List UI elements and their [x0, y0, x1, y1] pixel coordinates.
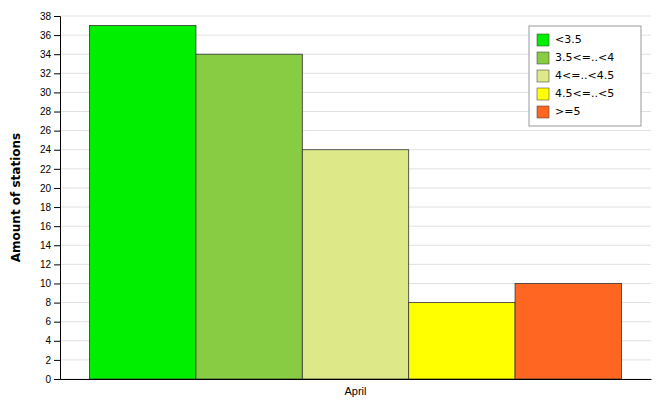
- tick-label: 36: [40, 30, 52, 41]
- legend-label: 3.5<=..<4: [555, 51, 614, 64]
- tick-mark: [54, 379, 60, 380]
- bar-series: [515, 283, 621, 379]
- bar-series: [90, 26, 196, 379]
- tick-label: 0: [45, 374, 51, 385]
- tick-mark: [54, 54, 60, 55]
- legend-item: <3.5: [537, 33, 582, 46]
- tick-mark: [54, 35, 60, 36]
- plot: 02468101214161820222426283032343638April…: [40, 11, 652, 398]
- tick-mark: [54, 169, 60, 170]
- legend-swatch: [537, 34, 549, 46]
- axis-line: [61, 379, 652, 380]
- legend-swatch: [537, 52, 549, 64]
- tick: April: [344, 379, 366, 397]
- bars: [90, 26, 622, 379]
- legend-label: 4<=..<4.5: [555, 69, 614, 82]
- tick: 38: [40, 11, 60, 22]
- tick-label: 18: [40, 202, 52, 213]
- tick: 10: [40, 278, 60, 289]
- tick-mark: [54, 150, 60, 151]
- bar: [515, 283, 621, 379]
- tick-mark: [54, 131, 60, 132]
- tick-label: 22: [40, 164, 52, 175]
- legend-swatch: [537, 106, 549, 118]
- tick-label: 32: [40, 68, 52, 79]
- tick-mark: [54, 322, 60, 323]
- tick-mark: [54, 283, 60, 284]
- tick-mark: [54, 188, 60, 189]
- bar-series: [409, 303, 515, 379]
- legend-label: 4.5<=..<5: [555, 87, 614, 100]
- legend-label: >=5: [555, 105, 580, 118]
- legend-item: >=5: [537, 105, 580, 118]
- tick-label: 26: [40, 125, 52, 136]
- grid-line: [60, 16, 651, 17]
- bar: [196, 54, 302, 379]
- bar: [90, 26, 196, 379]
- legend-label: <3.5: [555, 33, 582, 46]
- tick: 34: [40, 49, 60, 60]
- legend: <3.5 3.5<=..<4 4<=..<4.5 4.5<=..<5 >=5: [529, 26, 641, 126]
- tick: 32: [40, 68, 60, 79]
- bar: [302, 150, 408, 379]
- tick-mark: [54, 73, 60, 74]
- tick-label: 12: [40, 259, 52, 270]
- tick-label: 16: [40, 221, 52, 232]
- y-axis: 02468101214161820222426283032343638: [40, 11, 61, 385]
- tick-label: 20: [40, 183, 52, 194]
- tick: 18: [40, 202, 60, 213]
- tick: 16: [40, 221, 60, 232]
- legend-frame: [529, 26, 641, 126]
- tick-label: 38: [40, 11, 52, 22]
- legend-swatch: [537, 70, 549, 82]
- tick-mark: [54, 245, 60, 246]
- tick-label: 4: [45, 335, 51, 346]
- legend-item: 4.5<=..<5: [537, 87, 614, 100]
- tick-mark: [54, 226, 60, 227]
- tick: 4: [45, 335, 60, 346]
- tick: 2: [45, 355, 60, 366]
- tick-mark: [54, 360, 60, 361]
- tick-label: 30: [40, 87, 52, 98]
- tick-label: April: [344, 385, 366, 397]
- bar-series: [302, 150, 408, 379]
- tick: 20: [40, 183, 60, 194]
- bar-series: [196, 54, 302, 379]
- tick-mark: [54, 112, 60, 113]
- bar: [409, 303, 515, 379]
- tick-mark: [54, 207, 60, 208]
- tick: 14: [40, 240, 60, 251]
- tick: 36: [40, 30, 60, 41]
- tick-mark: [54, 341, 60, 342]
- axis-line: [54, 17, 61, 380]
- legend-swatch: [537, 88, 549, 100]
- tick: 12: [40, 259, 60, 270]
- chart: 02468101214161820222426283032343638April…: [0, 0, 667, 415]
- tick-label: 14: [40, 240, 52, 251]
- tick-label: 24: [40, 144, 52, 155]
- tick-label: 2: [45, 355, 51, 366]
- tick-mark: [54, 92, 60, 93]
- grid: [60, 16, 651, 379]
- tick: 28: [40, 106, 60, 117]
- tick: 24: [40, 144, 60, 155]
- tick: 30: [40, 87, 60, 98]
- tick-label: 28: [40, 106, 52, 117]
- tick-label: 6: [45, 316, 51, 327]
- tick: 6: [45, 316, 60, 327]
- tick-label: 10: [40, 278, 52, 289]
- tick-mark: [54, 16, 60, 17]
- tick: 0: [45, 374, 60, 385]
- tick-mark: [54, 264, 60, 265]
- tick-mark: [54, 303, 60, 304]
- tick: 26: [40, 125, 60, 136]
- tick-label: 8: [45, 297, 51, 308]
- tick-label: 34: [40, 49, 52, 60]
- tick: 22: [40, 164, 60, 175]
- legend-item: 3.5<=..<4: [537, 51, 614, 64]
- x-axis: April: [61, 379, 652, 397]
- tick: 8: [45, 297, 60, 308]
- y-axis-title: Amount of stations: [9, 133, 23, 262]
- legend-item: 4<=..<4.5: [537, 69, 614, 82]
